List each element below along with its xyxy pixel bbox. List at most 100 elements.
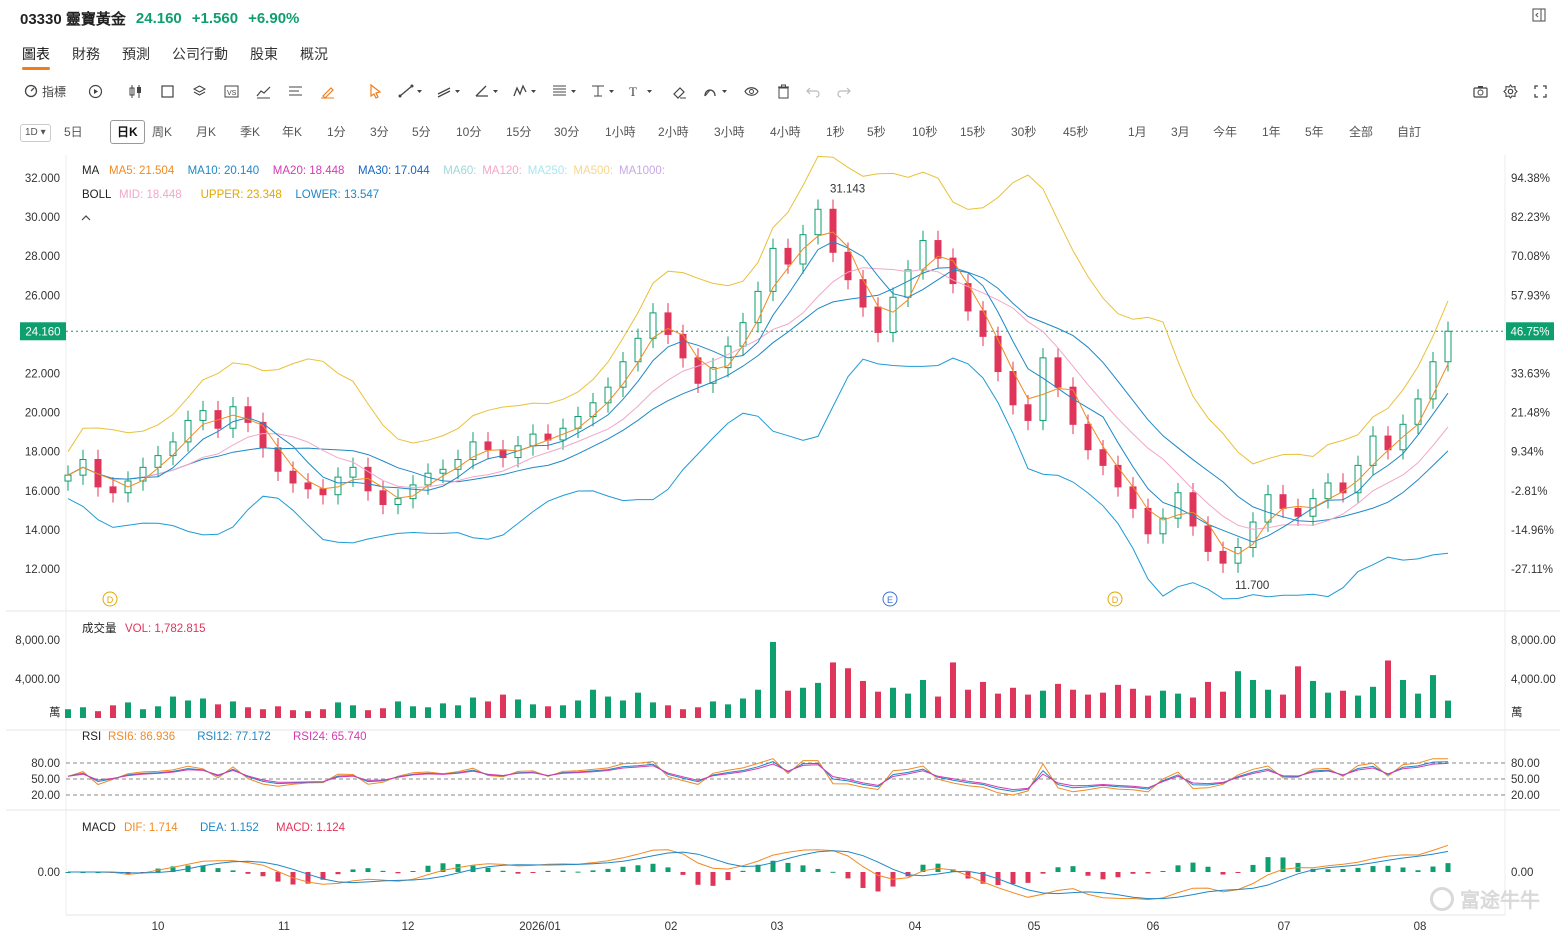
period-27[interactable]: 全部 [1349,125,1374,139]
candle-body [1279,494,1287,509]
ma-legend-item-5: MA120: [482,165,522,177]
boll-legend-item-1: UPPER: 23.348 [201,189,282,201]
macd-bar [1385,865,1391,872]
period-23[interactable]: 3月 [1171,125,1190,139]
period-10[interactable]: 15分 [506,125,532,139]
volume-bar [1430,675,1436,718]
period-5[interactable]: 年K [282,125,303,139]
price-tick-left: 12.000 [25,564,60,576]
text-tool-icon[interactable]: T [626,80,656,102]
volume-bar [110,705,116,718]
candle-body [289,470,297,484]
period-8[interactable]: 5分 [412,125,431,139]
period-24[interactable]: 今年 [1213,125,1238,139]
macd-bar [620,866,626,872]
volume-bar [1220,691,1226,718]
macd-bar [1340,869,1346,872]
period-21[interactable]: 45秒 [1063,125,1089,139]
angle-tool-icon[interactable] [472,80,502,102]
macd-bar [1445,863,1451,872]
period-28[interactable]: 自訂 [1397,125,1422,139]
volume-bar [80,707,86,718]
volume-bar [1160,690,1166,718]
line-tool-icon[interactable] [396,80,426,102]
period-15[interactable]: 4小時 [770,125,801,139]
macd-bar [1175,865,1181,872]
period-18[interactable]: 10秒 [912,125,938,139]
current-price-badge [20,322,66,341]
trend-chart-icon[interactable] [252,80,274,102]
tab-finance[interactable]: 財務 [72,46,100,62]
highlighter-icon[interactable] [316,80,338,102]
indicator-button[interactable]: 指標 [20,80,70,102]
period-19[interactable]: 15秒 [960,125,986,139]
volume-bar [1265,689,1271,718]
layers-icon[interactable] [188,80,210,102]
redo-icon[interactable] [832,80,854,102]
replay-icon[interactable] [84,80,106,102]
period-20[interactable]: 30秒 [1011,125,1037,139]
volume-bar [1070,689,1076,718]
period-17[interactable]: 5秒 [867,125,886,139]
tab-overview[interactable]: 概況 [300,46,328,62]
candle-body [709,367,717,384]
fibonacci-tool-icon[interactable] [550,80,580,102]
volume-bar [710,701,716,718]
volume-bar [1325,692,1331,718]
collapse-panel-icon[interactable] [1530,8,1548,26]
volume-bar [1025,694,1031,718]
candle-body [814,208,822,236]
period-14[interactable]: 3小時 [714,125,745,139]
volume-bar [260,709,266,718]
tab-forecast[interactable]: 預測 [122,46,150,62]
visibility-eye-icon[interactable] [740,80,762,102]
eraser-icon[interactable] [668,80,690,102]
period-7[interactable]: 3分 [370,125,389,139]
period-25[interactable]: 1年 [1262,125,1281,139]
macd-bar [740,870,746,872]
period-13[interactable]: 2小時 [658,125,689,139]
period-9[interactable]: 10分 [456,125,482,139]
macd-bar [650,863,656,872]
list-icon[interactable] [284,80,306,102]
wave-tool-icon[interactable] [510,80,540,102]
period-4[interactable]: 季K [240,125,261,139]
rectangle-icon[interactable] [156,80,178,102]
volume-bar [1445,700,1451,718]
period-16[interactable]: 1秒 [826,125,845,139]
macd-bar [410,870,416,872]
period-11[interactable]: 30分 [554,125,580,139]
candle-body [649,312,657,339]
period-26[interactable]: 5年 [1305,125,1324,139]
period-3[interactable]: 月K [196,125,217,139]
measure-tool-icon[interactable] [588,80,618,102]
vs-compare-icon[interactable]: VS [220,80,242,102]
ray-tool-icon[interactable] [434,80,464,102]
stock-chart[interactable]: 32.000 94.38% 30.000 82.23% 28.000 70.08% 26.0… [0,150,1560,933]
period-2[interactable]: 周K [152,125,173,139]
macd-bar [500,870,506,872]
magnet-tool-icon[interactable] [700,80,732,102]
macd-bar [1010,872,1016,885]
trash-icon[interactable] [772,80,794,102]
undo-icon[interactable] [802,80,824,102]
cursor-icon[interactable] [364,80,386,102]
ma-legend-item-7: MA500: [573,165,613,177]
candle-body [1219,550,1227,564]
period-dropdown[interactable]: 1D ▾ [20,124,51,142]
candle-body [379,490,387,505]
period-6[interactable]: 1分 [327,125,346,139]
period-12[interactable]: 1小時 [605,125,636,139]
period-1[interactable]: 日K [110,120,145,144]
camera-icon[interactable] [1469,80,1491,102]
tab-corporate-action[interactable]: 公司行動 [172,46,228,62]
tab-chart[interactable]: 圖表 [22,44,50,70]
settings-gear-icon[interactable] [1499,80,1521,102]
period-0[interactable]: 5日 [64,125,83,139]
period-22[interactable]: 1月 [1128,125,1147,139]
candle-type-icon[interactable] [124,80,146,102]
tab-shareholders[interactable]: 股東 [250,46,278,62]
volume-bar [1385,660,1391,718]
fullscreen-icon[interactable] [1529,80,1551,102]
volume-title: 成交量 [82,621,117,635]
